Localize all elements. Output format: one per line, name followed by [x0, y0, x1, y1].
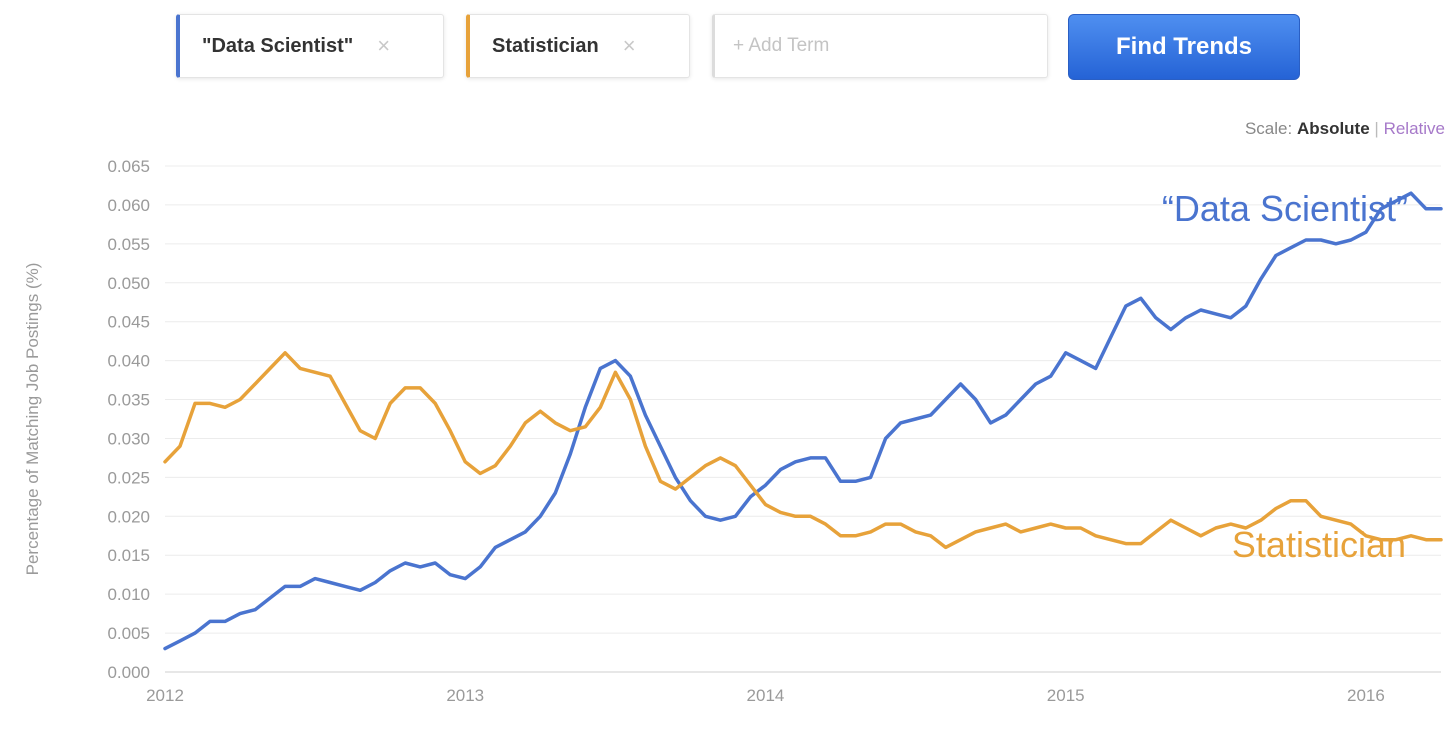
remove-term-icon[interactable]: ×: [622, 33, 636, 58]
scale-absolute-option[interactable]: Absolute: [1296, 119, 1370, 138]
y-tick-label: 0.025: [107, 468, 150, 487]
x-tick-label: 2012: [146, 686, 184, 705]
series-line-data-scientist: [163, 191, 1443, 651]
series-annotation-data-scientist: “Data Scientist”: [1162, 188, 1408, 229]
y-tick-label: 0.010: [107, 585, 150, 604]
term-label: Statistician: [492, 34, 599, 57]
y-tick-label: 0.045: [107, 313, 150, 332]
y-tick-label: 0.000: [107, 663, 150, 682]
term-chip-data-scientist[interactable]: "Data Scientist" ×: [176, 14, 444, 78]
scale-label: Scale:: [1244, 119, 1293, 138]
scale-relative-link[interactable]: Relative: [1383, 119, 1445, 138]
x-tick-label: 2015: [1047, 686, 1085, 705]
y-tick-label: 0.035: [107, 391, 150, 410]
term-chip-statistician[interactable]: Statistician ×: [466, 14, 690, 78]
y-axis-label: Percentage of Matching Job Postings (%): [23, 263, 42, 576]
y-tick-label: 0.040: [107, 352, 150, 371]
y-tick-label: 0.055: [107, 235, 150, 254]
scale-toggle: Scale: Absolute | Relative: [1245, 119, 1445, 139]
series-annotation-statistician: Statistician: [1232, 524, 1406, 565]
y-tick-label: 0.020: [107, 507, 150, 526]
y-tick-label: 0.030: [107, 429, 150, 448]
add-term-input[interactable]: [731, 34, 1035, 58]
x-tick-label: 2014: [747, 686, 785, 705]
add-term-box[interactable]: [712, 14, 1048, 78]
term-label: "Data Scientist": [202, 34, 354, 57]
scale-separator: |: [1374, 119, 1379, 138]
remove-term-icon[interactable]: ×: [377, 33, 391, 58]
y-tick-label: 0.060: [107, 196, 150, 215]
find-trends-button[interactable]: Find Trends: [1068, 14, 1300, 80]
x-tick-label: 2016: [1347, 686, 1385, 705]
y-tick-label: 0.050: [107, 274, 150, 293]
y-tick-label: 0.015: [107, 546, 150, 565]
x-tick-label: 2013: [446, 686, 484, 705]
y-tick-label: 0.065: [107, 157, 150, 176]
series-line-statistician: [163, 351, 1443, 550]
y-tick-label: 0.005: [107, 624, 150, 643]
